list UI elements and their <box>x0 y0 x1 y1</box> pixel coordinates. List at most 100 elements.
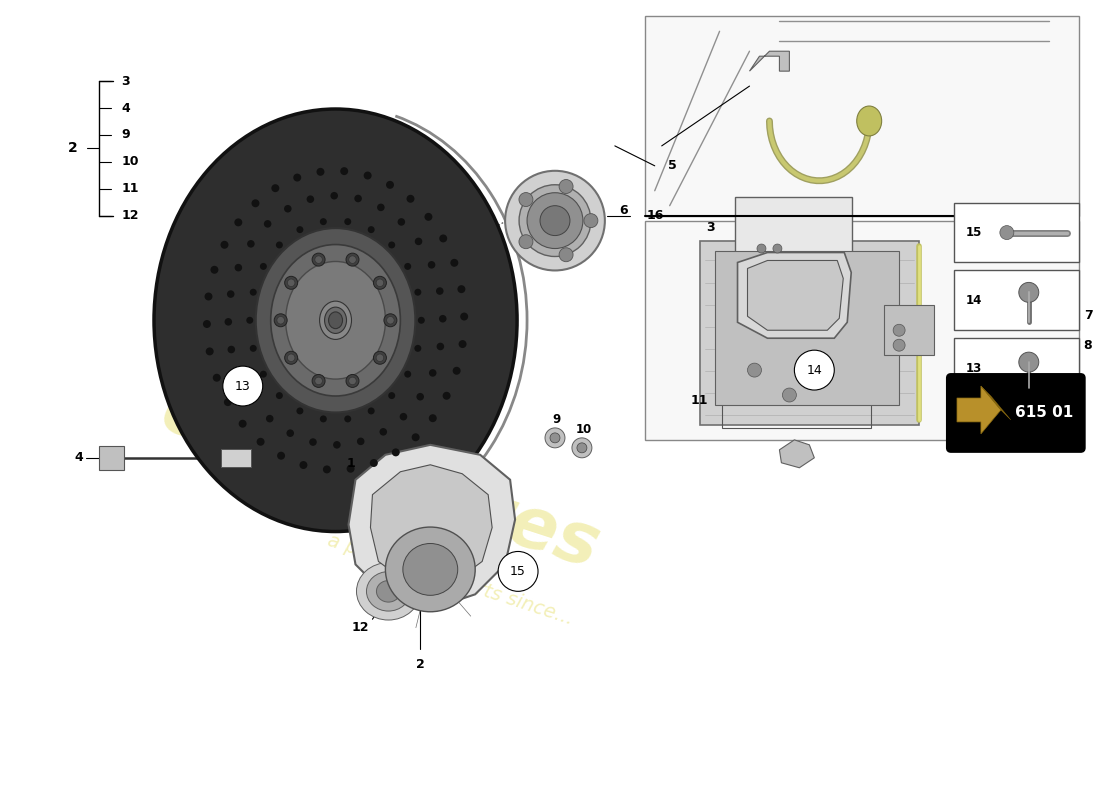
Circle shape <box>527 193 583 249</box>
Circle shape <box>407 194 415 202</box>
Text: 7: 7 <box>1084 309 1092 322</box>
Circle shape <box>312 253 326 266</box>
Text: 2: 2 <box>416 658 425 670</box>
Text: 16: 16 <box>647 209 664 222</box>
Text: 1: 1 <box>346 458 355 470</box>
Circle shape <box>248 240 255 248</box>
Circle shape <box>346 253 359 266</box>
Circle shape <box>287 354 295 362</box>
Polygon shape <box>748 261 844 330</box>
Circle shape <box>519 234 532 249</box>
Text: 14: 14 <box>966 294 982 307</box>
Circle shape <box>376 354 384 362</box>
Circle shape <box>323 466 331 474</box>
Circle shape <box>307 195 315 203</box>
Circle shape <box>386 181 394 189</box>
Ellipse shape <box>403 543 458 595</box>
Circle shape <box>519 193 532 206</box>
Text: eurospares: eurospares <box>153 376 608 583</box>
Text: 11: 11 <box>121 182 139 195</box>
Ellipse shape <box>255 228 416 413</box>
Circle shape <box>206 347 213 355</box>
Circle shape <box>404 370 411 378</box>
Circle shape <box>228 346 235 354</box>
Circle shape <box>373 351 386 364</box>
Text: 9: 9 <box>553 414 561 426</box>
Circle shape <box>373 276 386 290</box>
Circle shape <box>377 203 385 211</box>
Circle shape <box>367 226 375 233</box>
Circle shape <box>364 171 372 179</box>
Circle shape <box>540 206 570 235</box>
Bar <box>700 241 920 425</box>
Text: 15: 15 <box>510 565 526 578</box>
Circle shape <box>250 289 256 296</box>
Circle shape <box>234 218 242 226</box>
Circle shape <box>559 179 573 194</box>
Circle shape <box>320 218 327 225</box>
Text: 12: 12 <box>121 209 139 222</box>
Text: 3: 3 <box>706 221 715 234</box>
Circle shape <box>773 244 782 253</box>
Ellipse shape <box>519 185 591 257</box>
Polygon shape <box>737 253 851 338</box>
Circle shape <box>782 388 796 402</box>
Ellipse shape <box>857 106 882 136</box>
Circle shape <box>315 256 322 263</box>
Bar <box>221 449 251 466</box>
Ellipse shape <box>329 312 342 329</box>
Circle shape <box>429 414 437 422</box>
Circle shape <box>252 199 260 207</box>
Polygon shape <box>749 51 790 71</box>
Text: 615 01: 615 01 <box>1014 406 1072 421</box>
Ellipse shape <box>385 527 475 612</box>
Circle shape <box>309 438 317 446</box>
Circle shape <box>429 369 437 377</box>
Text: a passion for parts since...: a passion for parts since... <box>324 530 575 628</box>
Circle shape <box>415 238 422 245</box>
Circle shape <box>299 461 307 469</box>
Circle shape <box>379 428 387 436</box>
Circle shape <box>224 318 232 326</box>
Text: 15: 15 <box>966 226 982 239</box>
Circle shape <box>296 407 304 414</box>
Polygon shape <box>371 465 492 590</box>
Circle shape <box>349 377 356 385</box>
Circle shape <box>285 351 298 364</box>
Circle shape <box>748 363 761 377</box>
Circle shape <box>460 313 469 321</box>
Circle shape <box>317 168 324 176</box>
Text: 10: 10 <box>121 155 139 168</box>
Text: 4: 4 <box>121 102 130 114</box>
Circle shape <box>572 438 592 458</box>
Polygon shape <box>957 386 1001 434</box>
Circle shape <box>376 279 384 286</box>
Circle shape <box>264 220 272 228</box>
Polygon shape <box>349 445 515 610</box>
Circle shape <box>210 266 219 274</box>
Circle shape <box>276 392 283 399</box>
Circle shape <box>498 551 538 591</box>
Circle shape <box>346 374 359 387</box>
Ellipse shape <box>286 262 385 379</box>
Text: 11: 11 <box>690 394 707 406</box>
Text: 6: 6 <box>619 204 628 217</box>
Circle shape <box>276 242 283 249</box>
Circle shape <box>227 290 234 298</box>
Circle shape <box>235 372 243 379</box>
Circle shape <box>256 438 265 446</box>
Bar <box>645 16 1079 216</box>
Ellipse shape <box>505 170 605 270</box>
Circle shape <box>344 415 351 422</box>
Circle shape <box>388 242 395 249</box>
FancyBboxPatch shape <box>947 374 1085 452</box>
Bar <box>954 270 1079 330</box>
Ellipse shape <box>376 581 400 602</box>
Circle shape <box>294 174 301 182</box>
Circle shape <box>320 415 327 422</box>
Circle shape <box>439 315 447 322</box>
Text: 8: 8 <box>1084 338 1092 352</box>
Text: 5: 5 <box>668 159 676 172</box>
Circle shape <box>411 434 419 442</box>
Circle shape <box>277 452 285 460</box>
